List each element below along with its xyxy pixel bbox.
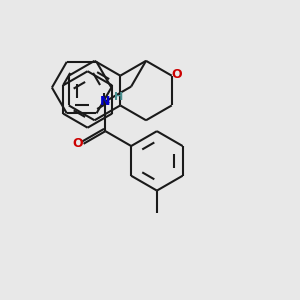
Text: O: O [172, 68, 182, 81]
Text: N: N [100, 95, 111, 108]
Text: H: H [114, 92, 123, 102]
Text: O: O [73, 137, 83, 150]
